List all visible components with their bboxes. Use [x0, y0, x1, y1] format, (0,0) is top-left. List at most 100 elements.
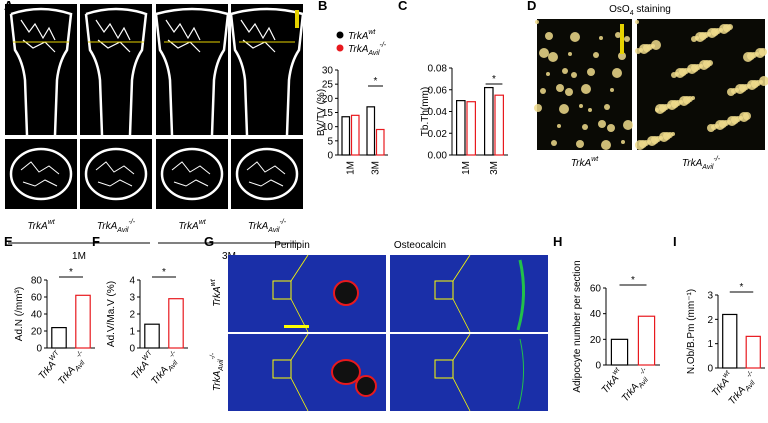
image-title: OsO4 staining [609, 4, 671, 17]
inset-box [272, 280, 292, 300]
adipocyte [355, 375, 377, 397]
scale-bar [620, 24, 624, 54]
text-part: -/- [380, 42, 387, 49]
bar [350, 114, 360, 156]
legend-marker [336, 31, 344, 39]
trabecular [165, 19, 201, 53]
text-part: Avil [701, 164, 714, 171]
lipid [612, 68, 622, 78]
text-part: TrkA [27, 221, 48, 232]
fluorescence-image [390, 334, 548, 411]
section-trabecular [246, 161, 286, 187]
text-part: wt [368, 29, 376, 36]
y-tick-label: 15 [322, 108, 334, 119]
lipid [671, 132, 675, 136]
lipid [548, 52, 558, 62]
lipid [551, 140, 557, 146]
text-part: TrkA [178, 221, 199, 232]
y-tick-label: 20 [322, 94, 334, 105]
y-tick-label: 0.04 [428, 107, 448, 118]
lipid [559, 104, 569, 114]
text-part: -/- [210, 352, 217, 359]
text-part: wt [611, 366, 622, 377]
inset-box [434, 359, 454, 379]
text-part: WT [141, 349, 154, 362]
text-part: -/- [713, 156, 720, 163]
y-tick-label: 0.08 [428, 64, 448, 75]
text-part: TrkA [571, 158, 592, 169]
y-tick-label: 80 [31, 276, 43, 287]
text-part: Avil [367, 50, 380, 57]
zoom-line [290, 377, 309, 412]
text-part: -/- [745, 369, 755, 379]
lipid [576, 140, 584, 148]
text-part: 4 [630, 10, 634, 17]
y-tick-label: 0.02 [428, 129, 448, 140]
zoom-line [290, 333, 309, 361]
bar [456, 100, 466, 156]
significance: * [162, 267, 166, 278]
trabecular [240, 19, 276, 53]
zoom-line [452, 298, 471, 333]
microct-image [231, 4, 303, 135]
bar [341, 116, 351, 156]
lipid [651, 40, 661, 50]
genotype-label: TrkAAvil-/- [97, 219, 136, 234]
text-part: TrkA [97, 221, 118, 232]
y-tick-label: 0 [707, 364, 713, 375]
microct-image [5, 4, 77, 135]
bar [75, 294, 91, 349]
y-tick-label: 5 [327, 136, 333, 147]
genotype-label: TrkAwt [210, 278, 223, 306]
text-part: staining [634, 4, 671, 15]
trabecular [20, 19, 56, 53]
stain-title: Perilipin [274, 240, 310, 251]
scale-bar [284, 325, 309, 328]
lipid [570, 32, 580, 42]
text-part: TrkA [248, 221, 269, 232]
lipid [610, 88, 614, 92]
y-tick-label: 25 [322, 80, 334, 91]
genotype-label: TrkAAvil-/- [210, 352, 225, 391]
text-part: TrkA [212, 286, 223, 307]
scale-bar [295, 10, 299, 28]
text-part: wt [48, 219, 56, 226]
x-tick-label: TrkAwt [598, 366, 626, 396]
significance: * [740, 282, 744, 293]
text-part: WT [48, 349, 61, 362]
trabecular [95, 19, 131, 53]
bar [484, 86, 494, 156]
y-tick-label: 0.06 [428, 85, 448, 96]
x-tick-label: 1M [461, 161, 472, 175]
y-tick-label: 0 [595, 361, 601, 372]
y-axis-label: Ad.V/Ma.V (%) [106, 281, 117, 347]
panel-letter: I [673, 234, 677, 249]
cortex [84, 147, 148, 201]
text-part: -/- [75, 349, 85, 359]
cortex [9, 147, 73, 201]
bone-outline [9, 7, 73, 136]
text-part: Avil [218, 359, 225, 372]
bar [168, 298, 184, 349]
lipid [539, 48, 549, 58]
cortex [235, 147, 299, 201]
text-part: TrkA [212, 370, 223, 391]
inset-box [272, 359, 292, 379]
microct-section [80, 139, 152, 209]
x-tick-label: 3M [489, 161, 500, 175]
lipid [587, 68, 595, 76]
y-tick-label: 2 [129, 310, 135, 321]
section-trabecular [95, 161, 135, 187]
lipid [581, 84, 591, 94]
y-tick-label: 0 [129, 344, 135, 355]
y-tick-label: 20 [590, 335, 602, 346]
y-tick-label: 10 [322, 122, 334, 133]
text-part: -/- [279, 219, 286, 226]
legend-label: TrkAAvil-/- [348, 42, 387, 57]
y-tick-label: 1 [707, 339, 713, 350]
lipid [624, 36, 630, 42]
lipid [759, 76, 768, 86]
group-label: 1M [72, 251, 86, 262]
y-tick-label: 1 [129, 327, 135, 338]
bar [144, 323, 160, 349]
